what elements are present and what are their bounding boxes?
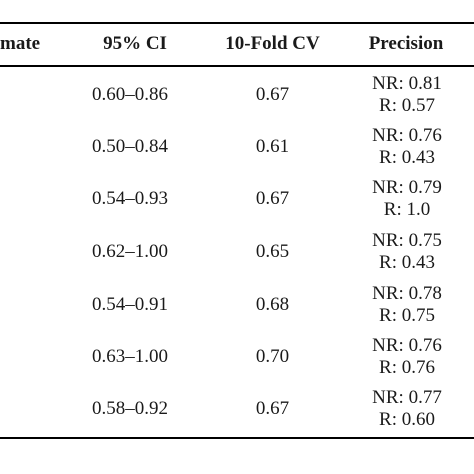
precision-r: R: 0.43 [379, 252, 435, 273]
cell-ci: 0.62–1.00 [92, 241, 168, 262]
precision-nr: NR: 0.76 [372, 335, 442, 356]
header-cv: 10-Fold CV [225, 33, 320, 54]
cell-ci: 0.54–0.93 [92, 188, 168, 209]
cell-precision: NR: 0.81 R: 0.57 [345, 69, 469, 121]
cell-cv: 0.61 [255, 136, 290, 157]
cell-ci: 0.50–0.84 [92, 136, 168, 157]
precision-r: R: 0.60 [379, 409, 435, 430]
precision-r: R: 0.75 [379, 305, 435, 326]
table-bottom-rule [0, 437, 474, 439]
table-row: 0.50–0.84 0.61 NR: 0.76 R: 0.43 [0, 121, 474, 173]
table-row: 0.63–1.00 0.70 NR: 0.76 R: 0.76 [0, 331, 474, 383]
precision-nr: NR: 0.75 [372, 230, 442, 251]
table-header-rule [0, 65, 474, 67]
precision-r: R: 1.0 [383, 199, 431, 220]
table-row: 0.62–1.00 0.65 NR: 0.75 R: 0.43 [0, 226, 474, 278]
table-row: 0.60–0.86 0.67 NR: 0.81 R: 0.57 [0, 69, 474, 121]
cell-cv: 0.70 [255, 346, 290, 367]
precision-r: R: 0.43 [379, 147, 435, 168]
cell-ci: 0.63–1.00 [92, 346, 168, 367]
precision-r: R: 0.76 [379, 357, 435, 378]
cell-ci: 0.54–0.91 [92, 294, 168, 315]
cell-cv: 0.67 [255, 188, 290, 209]
cell-cv: 0.68 [255, 294, 290, 315]
table-row: 0.54–0.93 0.67 NR: 0.79 R: 1.0 [0, 173, 474, 225]
precision-nr: NR: 0.77 [372, 387, 442, 408]
cell-ci: 0.60–0.86 [92, 84, 168, 105]
precision-nr: NR: 0.81 [372, 73, 442, 94]
precision-nr: NR: 0.78 [372, 283, 442, 304]
cell-precision: NR: 0.75 R: 0.43 [345, 226, 469, 278]
header-ci: 95% CI [103, 33, 167, 54]
cell-cv: 0.65 [255, 241, 290, 262]
precision-r: R: 0.57 [379, 95, 435, 116]
cell-cv: 0.67 [255, 398, 290, 419]
cell-cv: 0.67 [255, 84, 290, 105]
cell-precision: NR: 0.77 R: 0.60 [345, 383, 469, 435]
table-row: 0.54–0.91 0.68 NR: 0.78 R: 0.75 [0, 279, 474, 331]
table-row: 0.58–0.92 0.67 NR: 0.77 R: 0.60 [0, 383, 474, 435]
cell-ci: 0.58–0.92 [92, 398, 168, 419]
precision-nr: NR: 0.79 [372, 177, 442, 198]
cell-precision: NR: 0.76 R: 0.76 [345, 331, 469, 383]
cell-precision: NR: 0.76 R: 0.43 [345, 121, 469, 173]
table-top-rule [0, 22, 474, 24]
header-precision: Precision [368, 33, 444, 54]
cell-precision: NR: 0.78 R: 0.75 [345, 279, 469, 331]
header-estimate: mate [0, 33, 41, 54]
precision-nr: NR: 0.76 [372, 125, 442, 146]
cell-precision: NR: 0.79 R: 1.0 [345, 173, 469, 225]
